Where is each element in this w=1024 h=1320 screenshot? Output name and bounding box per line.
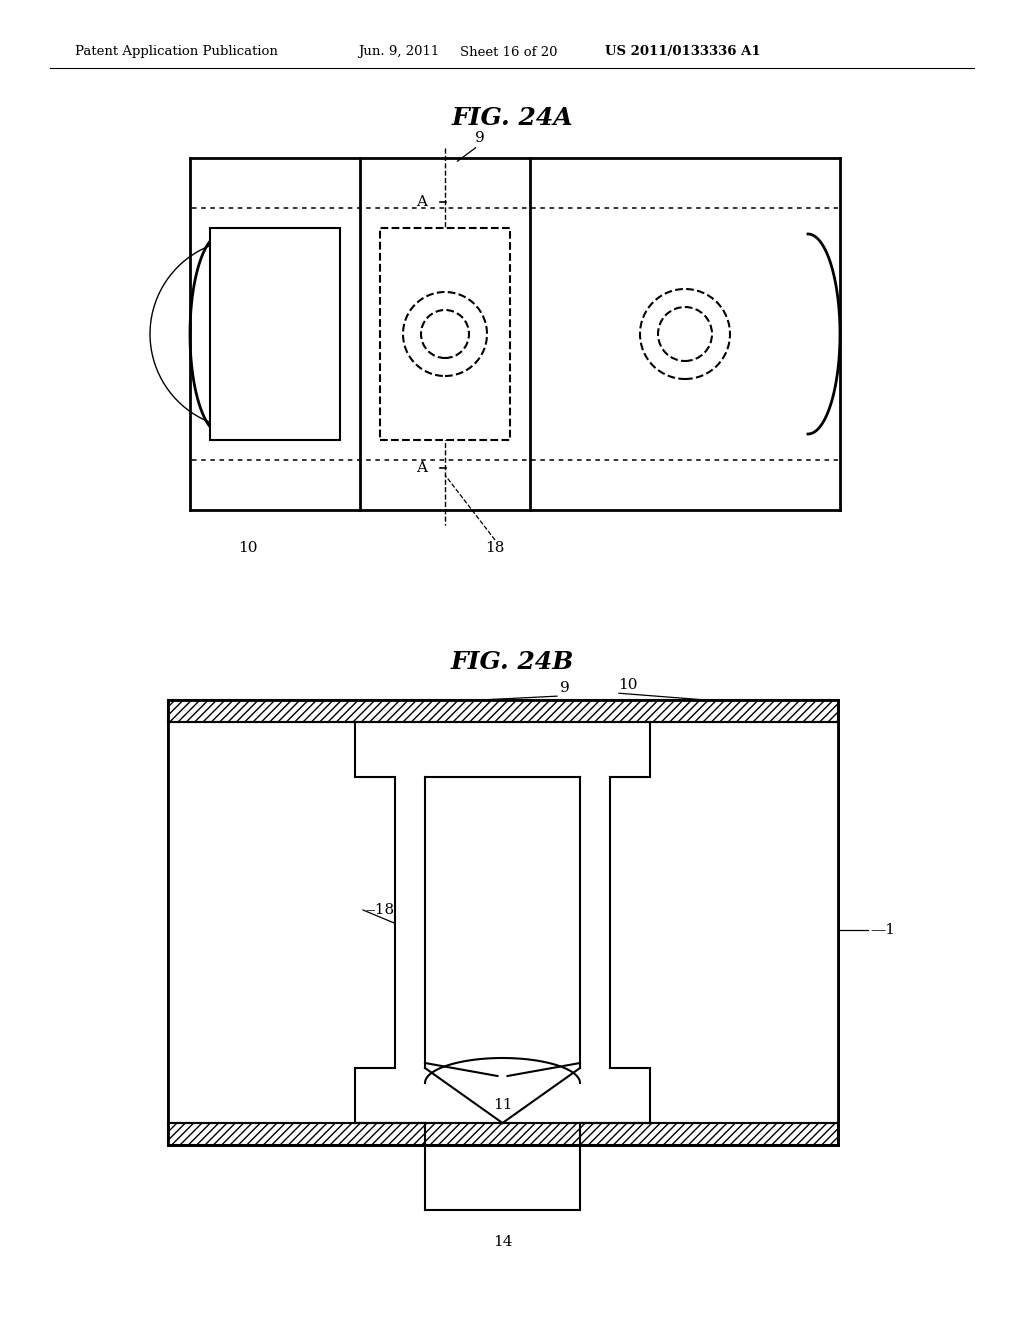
Bar — [610, 1068, 650, 1123]
Text: 14: 14 — [493, 1236, 512, 1249]
Bar — [650, 722, 838, 1123]
Text: A: A — [416, 461, 427, 475]
Text: 18: 18 — [485, 541, 505, 554]
Text: Patent Application Publication: Patent Application Publication — [75, 45, 278, 58]
Bar — [395, 777, 425, 1068]
Text: FIG. 24A: FIG. 24A — [452, 106, 572, 129]
Circle shape — [421, 310, 469, 358]
Text: 9: 9 — [475, 131, 485, 145]
Bar — [210, 228, 340, 440]
Bar — [355, 722, 395, 777]
Bar — [355, 1068, 650, 1123]
Bar — [168, 700, 838, 722]
Bar — [580, 777, 610, 1068]
Circle shape — [640, 289, 730, 379]
Bar — [380, 228, 510, 440]
Bar — [610, 722, 650, 777]
Text: Jun. 9, 2011: Jun. 9, 2011 — [358, 45, 439, 58]
Bar — [168, 700, 838, 1144]
Circle shape — [658, 308, 712, 360]
Bar — [168, 722, 355, 1123]
Text: A: A — [416, 195, 427, 209]
Bar — [355, 1068, 395, 1123]
Text: US 2011/0133336 A1: US 2011/0133336 A1 — [605, 45, 761, 58]
Text: 10: 10 — [239, 541, 258, 554]
Text: 9: 9 — [560, 681, 570, 696]
Bar — [425, 777, 580, 1068]
Circle shape — [403, 292, 487, 376]
Text: 10: 10 — [618, 678, 638, 692]
Text: Sheet 16 of 20: Sheet 16 of 20 — [460, 45, 557, 58]
Text: ‒18: ‒18 — [365, 903, 394, 917]
Bar — [168, 1123, 838, 1144]
Text: FIG. 24B: FIG. 24B — [451, 649, 573, 675]
Text: 11: 11 — [494, 1098, 513, 1111]
Text: —1: —1 — [870, 923, 895, 937]
Bar — [190, 158, 840, 510]
Bar — [355, 722, 650, 777]
